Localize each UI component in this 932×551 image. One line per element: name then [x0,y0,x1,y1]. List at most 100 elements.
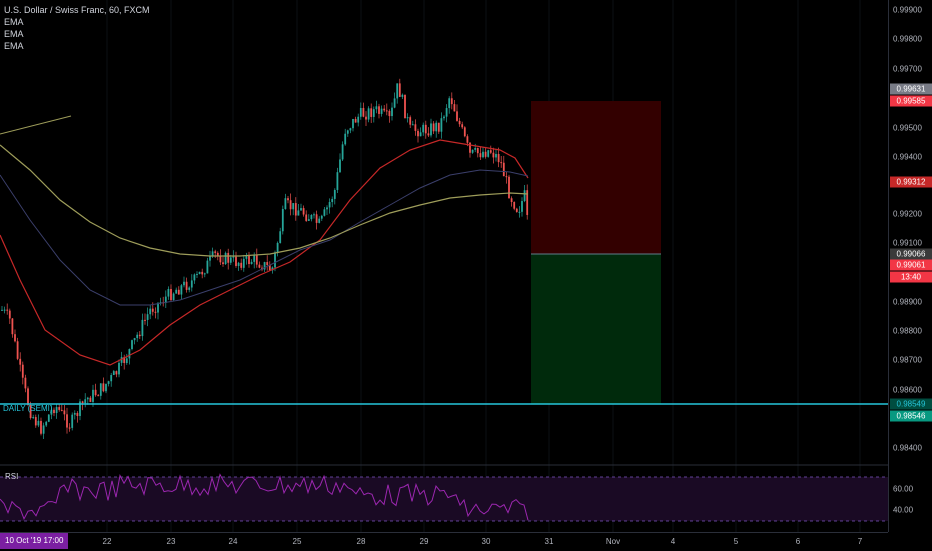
rsi-line [0,473,529,521]
candle-body [196,274,198,276]
rsi-tick: 60.00 [893,484,914,494]
candle-body [385,110,388,112]
candle-body [513,202,516,209]
candle-body [378,106,380,114]
candle-body [19,358,22,365]
candle-body [258,264,261,268]
candle-body [188,287,191,290]
candle-body [380,108,383,114]
candle-body [469,142,471,153]
candle-body [344,133,347,145]
candle-body [11,318,14,335]
time-tick: 22 [102,537,112,546]
price-tick: 0.98700 [893,355,922,365]
rsi-tick: 40.00 [893,505,914,515]
candle-body [346,130,349,134]
price-chart[interactable] [0,0,888,532]
candle-body [263,262,266,270]
time-tick: 28 [356,537,366,546]
candle-body [367,108,370,120]
candle-body [198,271,201,275]
candle-body [185,281,188,290]
trend-line[interactable] [0,115,72,135]
candle-body [211,251,214,257]
candle-body [474,148,477,150]
candle-body [266,262,269,266]
candle-body [125,358,128,364]
candle-body [183,281,185,286]
candle-body [419,132,422,137]
symbol-title[interactable]: U.S. Dollar / Swiss Franc, 60, FXCM [4,5,150,15]
candle-body [422,124,425,133]
candle-body [229,257,232,263]
ema-fast-line[interactable] [0,139,529,366]
candle-body [128,349,131,359]
candle-body [133,338,136,341]
time-axis[interactable]: 22 23 24 25 28 29 30 31 Nov 4 5 6 7 [0,532,888,551]
candle-body [471,149,474,153]
candle-body [305,214,308,221]
candle-body [97,395,100,397]
candle-body [406,117,409,119]
take-profit-zone[interactable] [531,254,661,404]
candle-body [34,417,37,426]
candle-body [112,371,115,376]
rsi-title[interactable]: RSI [5,472,19,481]
candle-body [339,159,341,173]
candle-body [435,122,438,132]
candle-body [32,417,35,419]
time-tick: 7 [857,537,863,546]
stop-loss-zone[interactable] [531,101,661,254]
candle-body [8,310,11,319]
ema-legend-2[interactable]: EMA [4,29,24,39]
candle-body [414,124,417,131]
candle-body [180,285,183,295]
ema-legend-1[interactable]: EMA [4,17,24,27]
candle-body [352,118,354,129]
candle-body [398,83,401,97]
candle-body [354,118,357,123]
candle-body [284,198,287,210]
candle-body [383,108,386,111]
candle-body [479,153,482,158]
candle-body [313,214,315,216]
candle-body [430,123,432,136]
candle-body [287,198,289,201]
candle-body [222,262,224,265]
candle-body [482,151,484,158]
candle-body [437,122,440,132]
time-tick: 6 [795,537,801,546]
cursor-date-label: 10 Oct '19 17:00 [0,533,69,549]
price-tick: 0.98900 [893,297,922,307]
candle-body [42,425,45,434]
ema-slow-line[interactable] [0,144,529,257]
ema-mid-line[interactable] [0,169,529,306]
candle-body [68,427,71,429]
candle-body [3,309,6,311]
candle-body [443,116,445,119]
candle-body [50,409,53,415]
candle-body [427,133,430,136]
candle-body [276,242,279,253]
candle-body [510,198,513,203]
candle-body [362,107,365,117]
candle-body [138,334,141,337]
candle-body [27,388,29,405]
candle-body [255,255,258,265]
price-tick: 0.99100 [893,238,922,248]
ema-legend-3[interactable]: EMA [4,41,24,51]
high-price-tag: 0.99631 [890,83,932,95]
candle-body [105,383,107,392]
candle-body [297,210,300,216]
price-axis[interactable]: 0.99900 0.99800 0.99700 0.99500 0.99400 … [888,0,932,532]
candle-body [86,397,89,400]
candle-body [227,252,230,263]
candle-body [440,118,443,132]
candle-body [300,208,302,211]
candle-body [6,309,9,311]
price-tick: 0.98800 [893,326,922,336]
candle-body [333,189,336,199]
candle-body [245,255,248,259]
candle-body [175,289,178,294]
